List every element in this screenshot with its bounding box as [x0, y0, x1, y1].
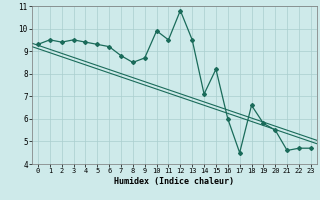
X-axis label: Humidex (Indice chaleur): Humidex (Indice chaleur): [115, 177, 234, 186]
